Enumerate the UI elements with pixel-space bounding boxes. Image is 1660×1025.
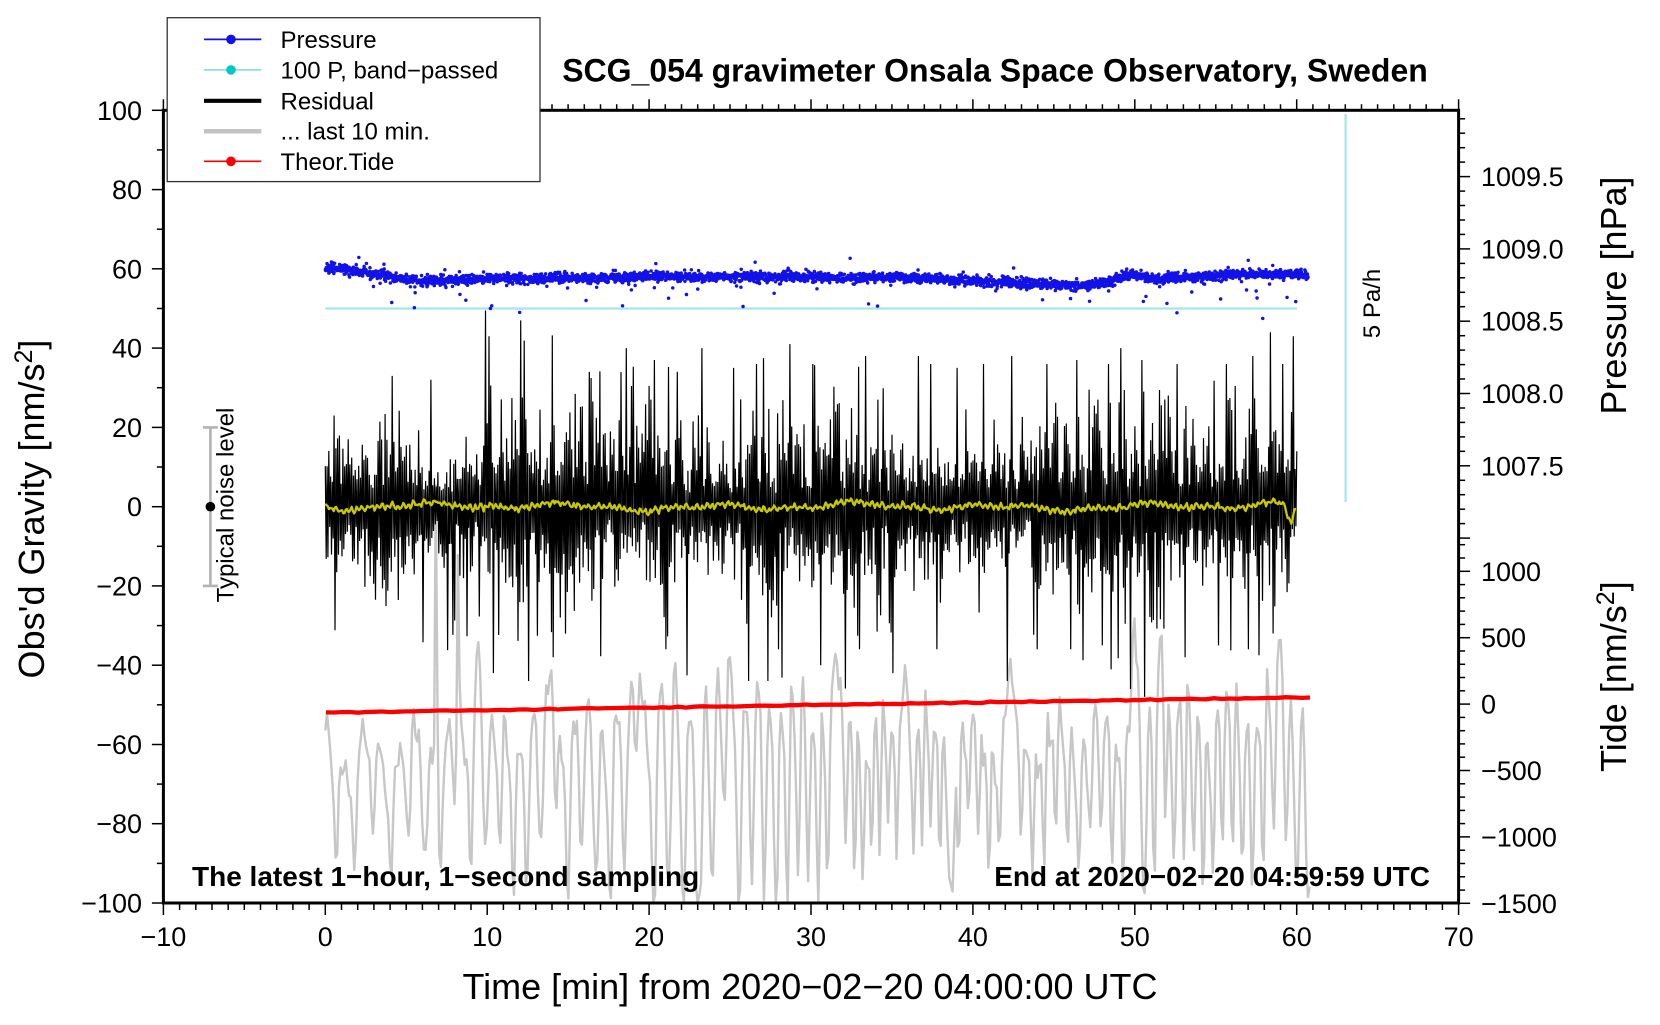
svg-text:0: 0: [1481, 690, 1496, 720]
svg-text:Typical noise level: Typical noise level: [213, 408, 240, 603]
svg-text:40: 40: [958, 922, 988, 952]
svg-text:... last 10 min.: ... last 10 min.: [281, 119, 430, 146]
svg-text:100: 100: [97, 96, 142, 126]
svg-text:0: 0: [318, 922, 333, 952]
svg-text:1000: 1000: [1481, 557, 1541, 587]
svg-text:100 P, band−passed: 100 P, band−passed: [281, 57, 499, 84]
svg-text:1009.5: 1009.5: [1481, 162, 1564, 192]
svg-text:Theor.Tide: Theor.Tide: [281, 149, 395, 176]
svg-text:The latest 1−hour, 1−second sa: The latest 1−hour, 1−second sampling: [192, 861, 699, 892]
svg-text:−20: −20: [96, 571, 142, 601]
svg-text:1007.5: 1007.5: [1481, 451, 1564, 481]
svg-text:−10: −10: [140, 922, 186, 952]
svg-text:30: 30: [796, 922, 826, 952]
svg-text:−100: −100: [81, 889, 142, 919]
svg-text:50: 50: [1120, 922, 1150, 952]
svg-text:−500: −500: [1481, 756, 1542, 786]
svg-text:500: 500: [1481, 623, 1526, 653]
svg-text:40: 40: [112, 334, 142, 364]
svg-text:−40: −40: [96, 651, 142, 681]
svg-text:80: 80: [112, 175, 142, 205]
svg-text:60: 60: [112, 254, 142, 284]
svg-text:70: 70: [1444, 922, 1474, 952]
svg-text:−60: −60: [96, 730, 142, 760]
svg-text:Tide [nm/s2]: Tide [nm/s2]: [1592, 581, 1634, 772]
svg-text:1009.0: 1009.0: [1481, 234, 1564, 264]
svg-text:1008.5: 1008.5: [1481, 307, 1564, 337]
svg-text:60: 60: [1282, 922, 1312, 952]
svg-text:−80: −80: [96, 809, 142, 839]
svg-text:5 Pa/h: 5 Pa/h: [1359, 269, 1386, 338]
svg-text:20: 20: [112, 413, 142, 443]
svg-text:Pressure: Pressure: [281, 27, 377, 54]
svg-text:1008.0: 1008.0: [1481, 379, 1564, 409]
svg-text:SCG_054 gravimeter Onsala Spac: SCG_054 gravimeter Onsala Space Observat…: [562, 53, 1428, 89]
svg-text:10: 10: [472, 922, 502, 952]
svg-text:Obs'd Gravity [nm/s2]: Obs'd Gravity [nm/s2]: [10, 340, 52, 679]
svg-text:20: 20: [634, 922, 664, 952]
svg-text:Time [min] from 2020−02−20 04:: Time [min] from 2020−02−20 04:00:00 UTC: [462, 966, 1157, 1007]
svg-text:−1500: −1500: [1481, 889, 1557, 919]
svg-text:Residual: Residual: [281, 88, 374, 115]
svg-text:End at 2020−02−20 04:59:59 UTC: End at 2020−02−20 04:59:59 UTC: [994, 861, 1430, 892]
svg-text:−1000: −1000: [1481, 822, 1557, 852]
svg-text:0: 0: [127, 492, 142, 522]
svg-text:Pressure [hPa]: Pressure [hPa]: [1593, 176, 1634, 414]
